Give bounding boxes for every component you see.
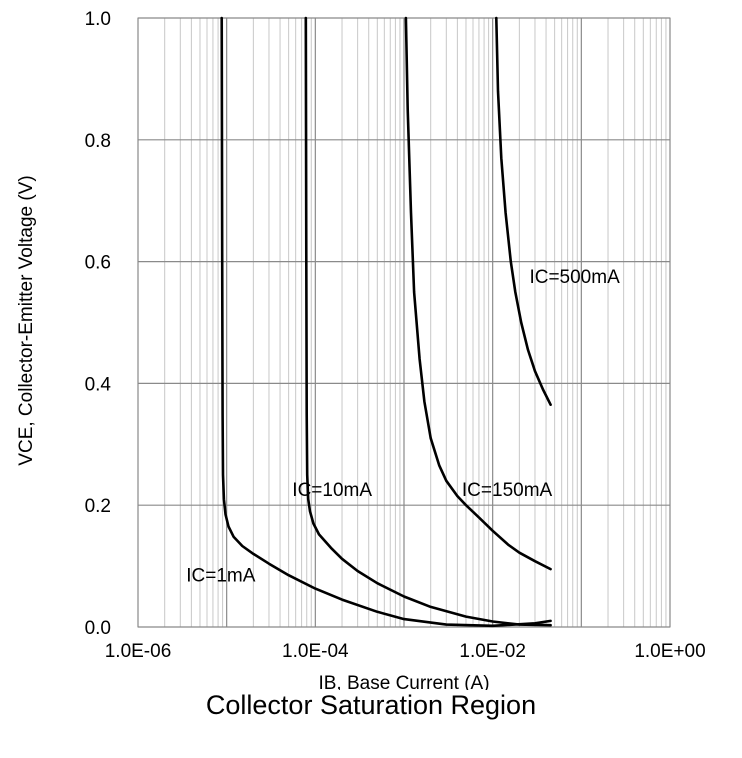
chart-caption: Collector Saturation Region [205, 690, 537, 720]
series-line [220, 16, 552, 628]
y-tick-label: 0.4 [85, 374, 112, 395]
x-tick-labels: 1.0E-06 1.0E-04 1.0E-02 1.0E+00 [105, 641, 706, 662]
x-tick-label: 1.0E-02 [459, 641, 526, 662]
curve-label: IC=150mA [462, 480, 553, 501]
y-tick-label: 0.8 [85, 131, 111, 152]
y-tick-label: 0.6 [85, 253, 111, 274]
series-line [304, 16, 552, 627]
y-axis-label: VCE, Collector-Emitter Voltage (V) [16, 175, 37, 465]
x-tick-label: 1.0E-04 [282, 641, 349, 662]
series-line [404, 16, 552, 571]
y-tick-label: 1.0 [85, 9, 111, 30]
x-axis-label: IB, Base Current (A) [318, 673, 489, 690]
y-tick-label: 0.0 [85, 618, 111, 639]
series-line [494, 16, 552, 407]
y-tick-labels: 0.0 0.2 0.4 0.6 0.8 1.0 [85, 9, 112, 639]
curve-label: IC=1mA [186, 565, 255, 586]
x-tick-label: 1.0E+00 [634, 641, 705, 662]
curve-label: IC=10mA [292, 480, 372, 501]
chart: 1.0E-06 1.0E-04 1.0E-02 1.0E+00 0.00.20.40.… [16, 9, 706, 690]
curve-label: IC=500mA [529, 267, 620, 288]
x-tick-label: 1.0E-06 [105, 641, 172, 662]
y-tick-label: 0.2 [85, 496, 111, 517]
minor-gridlines [164, 18, 667, 627]
series-layer [220, 16, 552, 628]
curve-labels: IC=1mA IC=10mA IC=150mA IC=500mA [186, 267, 620, 586]
plot-frame [137, 17, 671, 628]
